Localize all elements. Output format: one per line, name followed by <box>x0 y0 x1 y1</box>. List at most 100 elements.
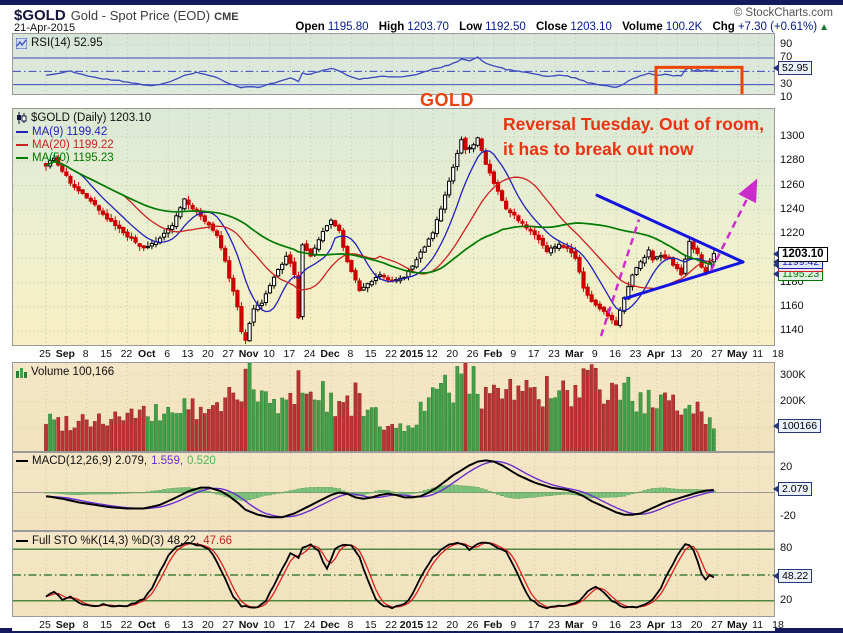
volume-value: 100.2K <box>665 21 703 33</box>
y-axis-label: 20 <box>780 460 793 473</box>
close-value: 1203.10 <box>570 21 612 33</box>
price-legend-label: $GOLD (Daily) 1203.10 <box>31 112 152 124</box>
x-axis-tick: 6 <box>164 348 171 360</box>
x-axis-tick: Nov <box>238 348 259 360</box>
y-axis-label: 10 <box>780 91 793 103</box>
chg-label: Chg <box>712 21 735 33</box>
x-axis-tick: 22 <box>385 619 397 631</box>
price-callout-1203.10: 1203.10 <box>773 246 828 262</box>
ma50-legend: MA(50) 1195.23 <box>16 152 114 164</box>
x-axis-tick: Sep <box>55 619 75 631</box>
y-axis-label: 90 <box>780 37 793 50</box>
y-axis-label: 1300 <box>780 129 805 142</box>
y-axis-label: 30 <box>780 77 793 90</box>
x-axis-tick: 9 <box>510 619 517 631</box>
x-axis-tick: 8 <box>347 348 354 360</box>
x-axis-tick: 8 <box>82 348 89 360</box>
price-legend: $GOLD (Daily) 1203.10 <box>16 112 151 124</box>
volume-legend-label: Volume 100,166 <box>31 366 115 378</box>
x-axis-tick: 26 <box>466 348 479 360</box>
x-axis-tick: 2015 <box>399 348 424 360</box>
hist-value: 0.520 <box>187 455 216 467</box>
x-axis-tick: Nov <box>238 619 259 631</box>
macd-line-icon <box>16 460 28 462</box>
x-axis-tick: 11 <box>752 619 764 631</box>
reversal-line1: Reversal Tuesday. Out of room, <box>503 114 764 134</box>
x-axis-tick: 26 <box>466 619 479 631</box>
ma20-line-icon <box>16 144 28 146</box>
signal-value: 1.559, <box>151 455 184 467</box>
x-axis-tick: 15 <box>100 619 112 631</box>
macd-legend: MACD(12,26,9) 2.079, 1.559, 0.520 <box>16 455 216 467</box>
y-axis-label: 20 <box>780 593 793 606</box>
x-axis-tick: 13 <box>181 348 194 360</box>
x-axis-tick: Dec <box>320 348 340 360</box>
x-axis-tick: Mar <box>565 348 584 360</box>
y-axis-label: 1160 <box>780 299 804 312</box>
ma9-legend-label: MA(9) 1199.42 <box>32 126 108 138</box>
x-axis-tick: 8 <box>347 619 354 631</box>
x-axis-tick: 24 <box>303 619 316 631</box>
x-axis-tick: 25 <box>39 348 51 360</box>
y-axis-label: 70 <box>780 51 793 63</box>
x-axis-tick: 13 <box>670 619 683 631</box>
sto-k-value: Full STO %K(14,3) %D(3) 48.22, <box>32 535 200 547</box>
sto-value-callout: 48.22 <box>772 568 813 583</box>
x-axis-tick: 2015 <box>399 619 424 631</box>
rsi-value-callout: 52.95 <box>772 61 813 76</box>
y-axis-label: 1220 <box>780 227 805 240</box>
x-axis-tick: 23 <box>629 348 642 360</box>
y-axis-label: 300K <box>780 368 806 381</box>
x-axis-tick: 20 <box>690 348 703 360</box>
ma9-legend: MA(9) 1199.42 <box>16 126 107 138</box>
ma50-line-icon <box>16 157 28 159</box>
exchange-label: CME <box>214 11 239 23</box>
y-axis-label: 80 <box>780 542 793 555</box>
x-axis-tick: 20 <box>690 619 703 631</box>
x-axis-tick: Oct <box>138 619 156 631</box>
breakout-dashed-arrow <box>709 178 758 272</box>
date-axis-bottom: 25 Sep 8 15 22 Oct 6 13 20 27 Nov 10 17 24 Dec 8 15 22 201… <box>12 617 784 631</box>
chg-value: +7.30 (+0.61%) <box>737 21 818 33</box>
breakout-dashed-line <box>599 219 641 337</box>
x-axis-tick: 15 <box>364 619 377 631</box>
x-axis-tick: 15 <box>364 348 377 360</box>
ma50-legend-label: MA(50) 1195.23 <box>32 152 114 164</box>
low-value: 1192.50 <box>485 21 526 33</box>
change-up-icon: ▲ <box>819 22 829 33</box>
x-axis-tick: 27 <box>711 348 723 360</box>
x-axis-tick: 13 <box>670 348 683 360</box>
low-label: Low <box>459 21 483 33</box>
reversal-annotation-text: Reversal Tuesday. Out of room, it has to… <box>503 112 764 162</box>
close-label: Close <box>536 21 568 33</box>
x-axis-tick: 9 <box>591 619 598 631</box>
x-axis-tick: 27 <box>222 619 235 631</box>
y-axis-label: 1260 <box>780 178 805 191</box>
x-axis-tick: Oct <box>138 348 156 360</box>
triangle-lower-line <box>623 260 745 300</box>
x-axis-tick: Apr <box>646 619 665 631</box>
x-axis-tick: Feb <box>483 619 503 631</box>
volume-panel <box>12 362 775 452</box>
y-axis-label: 1140 <box>780 324 804 337</box>
x-axis-tick: 20 <box>446 348 459 360</box>
price-panel <box>12 108 775 346</box>
macd-panel <box>12 452 775 531</box>
header-symbol: $GOLD Gold - Spot Price (EOD) CME <box>14 7 239 24</box>
x-axis-tick: 12 <box>426 348 438 360</box>
sto-legend: Full STO %K(14,3) %D(3) 48.22, 47.66 <box>16 535 232 547</box>
x-axis-tick: 17 <box>283 619 296 631</box>
x-axis-tick: Sep <box>55 348 75 360</box>
x-axis-tick: 8 <box>82 619 89 631</box>
stockcharts-credit-link[interactable]: © StockCharts.com <box>733 7 833 19</box>
x-axis-tick: 27 <box>711 619 723 631</box>
x-axis-tick: 18 <box>772 348 784 360</box>
x-axis-tick: 22 <box>120 348 133 360</box>
x-axis-tick: May <box>727 619 748 631</box>
x-axis-tick: Feb <box>483 348 503 360</box>
stochastics-panel <box>12 531 775 617</box>
x-axis-tick: Apr <box>646 348 665 360</box>
x-axis-tick: 25 <box>39 619 51 631</box>
volume-value-callout: 100166 <box>772 419 822 434</box>
high-value: 1203.70 <box>407 21 449 33</box>
